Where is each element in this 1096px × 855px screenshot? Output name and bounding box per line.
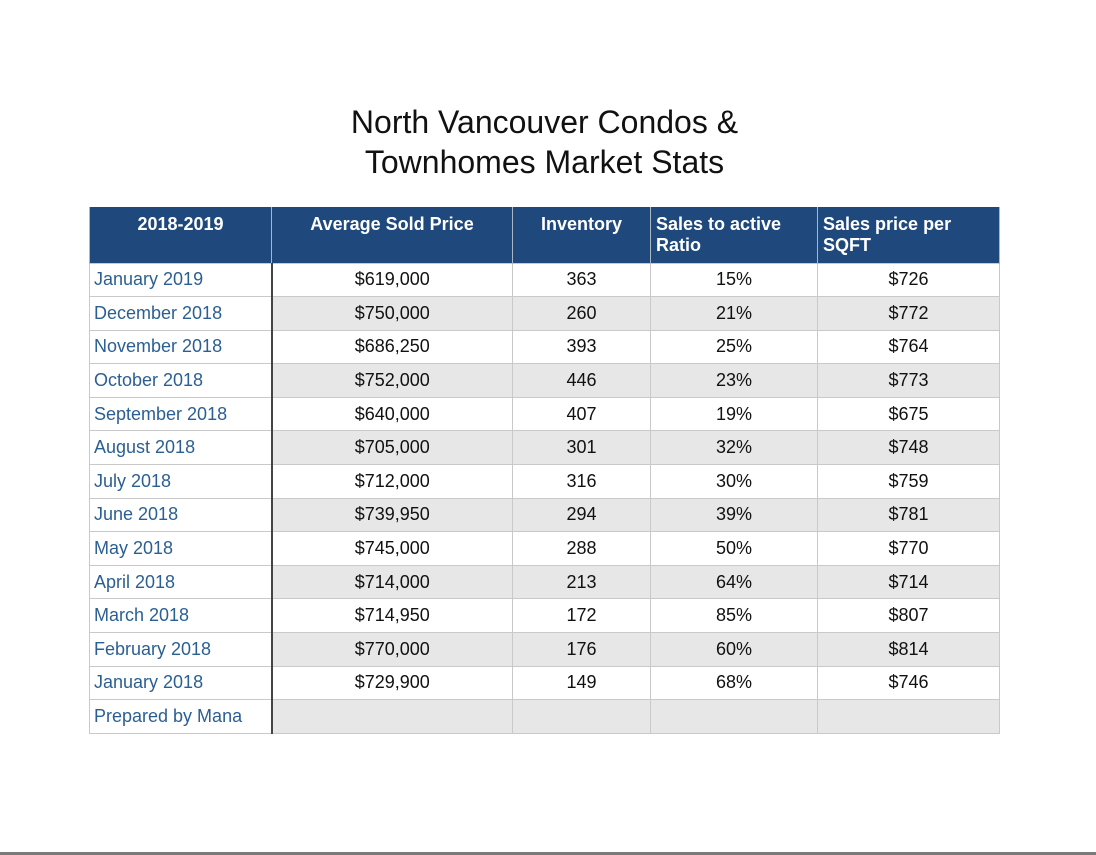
inventory-cell: 407 xyxy=(512,396,651,432)
inventory-cell: 172 xyxy=(512,598,651,634)
sales-to-active-ratio-cell: 23% xyxy=(650,363,818,398)
average-sold-price-cell: $752,000 xyxy=(271,363,513,398)
month-cell: October 2018 xyxy=(89,363,273,398)
average-sold-price-cell: $712,000 xyxy=(271,464,513,499)
month-cell: November 2018 xyxy=(89,329,273,365)
sales-to-active-ratio-cell: 64% xyxy=(650,564,818,600)
price-per-sqft-cell: $746 xyxy=(817,665,1000,701)
price-per-sqft-cell xyxy=(817,699,1000,734)
sales-to-active-ratio-cell: 30% xyxy=(650,464,818,499)
average-sold-price-cell: $770,000 xyxy=(271,632,513,667)
month-cell: Prepared by Mana xyxy=(89,699,273,734)
inventory-cell xyxy=(512,699,651,734)
month-cell: April 2018 xyxy=(89,564,273,600)
sales-to-active-ratio-cell: 85% xyxy=(650,598,818,634)
price-per-sqft-cell: $726 xyxy=(817,262,1000,298)
table-row: November 2018 $686,250 393 25% $764 xyxy=(89,329,1000,365)
average-sold-price-cell: $745,000 xyxy=(271,531,513,566)
inventory-cell: 176 xyxy=(512,632,651,667)
header-sales-price-per-sqft: Sales price per SQFT xyxy=(817,207,1000,263)
price-per-sqft-cell: $764 xyxy=(817,329,1000,365)
table-row: Prepared by Mana xyxy=(89,699,1000,734)
average-sold-price-cell: $686,250 xyxy=(271,329,513,365)
sales-to-active-ratio-cell: 60% xyxy=(650,632,818,667)
month-cell: June 2018 xyxy=(89,497,273,533)
sales-to-active-ratio-cell: 39% xyxy=(650,497,818,533)
month-cell: July 2018 xyxy=(89,464,273,499)
market-stats-table-container: 2018-2019 Average Sold Price Inventory S… xyxy=(89,207,1000,734)
table-row: December 2018 $750,000 260 21% $772 xyxy=(89,296,1000,331)
sales-to-active-ratio-cell: 19% xyxy=(650,396,818,432)
table-row: September 2018 $640,000 407 19% $675 xyxy=(89,396,1000,432)
sales-to-active-ratio-cell: 50% xyxy=(650,531,818,566)
sales-to-active-ratio-cell: 21% xyxy=(650,296,818,331)
table-row: July 2018 $712,000 316 30% $759 xyxy=(89,464,1000,499)
inventory-cell: 260 xyxy=(512,296,651,331)
header-inventory: Inventory xyxy=(512,207,651,263)
price-per-sqft-cell: $675 xyxy=(817,396,1000,432)
sales-to-active-ratio-cell: 25% xyxy=(650,329,818,365)
inventory-cell: 363 xyxy=(512,262,651,298)
month-cell: December 2018 xyxy=(89,296,273,331)
price-per-sqft-cell: $772 xyxy=(817,296,1000,331)
sales-to-active-ratio-cell: 68% xyxy=(650,665,818,701)
price-per-sqft-cell: $773 xyxy=(817,363,1000,398)
average-sold-price-cell: $619,000 xyxy=(271,262,513,298)
sales-to-active-ratio-cell: 15% xyxy=(650,262,818,298)
average-sold-price-cell: $705,000 xyxy=(271,430,513,466)
header-average-sold-price: Average Sold Price xyxy=(271,207,513,263)
month-cell: August 2018 xyxy=(89,430,273,466)
table-row: April 2018 $714,000 213 64% $714 xyxy=(89,564,1000,600)
month-cell: March 2018 xyxy=(89,598,273,634)
average-sold-price-cell: $739,950 xyxy=(271,497,513,533)
bottom-divider xyxy=(0,852,1096,855)
price-per-sqft-cell: $714 xyxy=(817,564,1000,600)
inventory-cell: 149 xyxy=(512,665,651,701)
month-cell: January 2018 xyxy=(89,665,273,701)
inventory-cell: 213 xyxy=(512,564,651,600)
table-row: June 2018 $739,950 294 39% $781 xyxy=(89,497,1000,533)
average-sold-price-cell xyxy=(271,699,513,734)
month-cell: May 2018 xyxy=(89,531,273,566)
market-stats-table: 2018-2019 Average Sold Price Inventory S… xyxy=(89,207,1000,734)
header-period: 2018-2019 xyxy=(89,207,272,263)
average-sold-price-cell: $640,000 xyxy=(271,396,513,432)
month-cell: February 2018 xyxy=(89,632,273,667)
table-row: March 2018 $714,950 172 85% $807 xyxy=(89,598,1000,634)
title-line-1: North Vancouver Condos & xyxy=(350,104,739,140)
inventory-cell: 446 xyxy=(512,363,651,398)
average-sold-price-cell: $714,000 xyxy=(271,564,513,600)
month-cell: September 2018 xyxy=(89,396,273,432)
average-sold-price-cell: $714,950 xyxy=(271,598,513,634)
price-per-sqft-cell: $807 xyxy=(817,598,1000,634)
title-line-2: Townhomes Market Stats xyxy=(364,144,725,180)
table-row: February 2018 $770,000 176 60% $814 xyxy=(89,632,1000,667)
price-per-sqft-cell: $748 xyxy=(817,430,1000,466)
inventory-cell: 393 xyxy=(512,329,651,365)
price-per-sqft-cell: $781 xyxy=(817,497,1000,533)
table-row: January 2018 $729,900 149 68% $746 xyxy=(89,665,1000,701)
inventory-cell: 294 xyxy=(512,497,651,533)
header-row: 2018-2019 Average Sold Price Inventory S… xyxy=(89,207,1000,263)
month-cell: January 2019 xyxy=(89,262,273,298)
price-per-sqft-cell: $759 xyxy=(817,464,1000,499)
average-sold-price-cell: $750,000 xyxy=(271,296,513,331)
table-row: May 2018 $745,000 288 50% $770 xyxy=(89,531,1000,566)
inventory-cell: 316 xyxy=(512,464,651,499)
table-body: January 2019 $619,000 363 15% $726 December 2… xyxy=(89,262,1000,734)
price-per-sqft-cell: $814 xyxy=(817,632,1000,667)
average-sold-price-cell: $729,900 xyxy=(271,665,513,701)
inventory-cell: 301 xyxy=(512,430,651,466)
table-row: January 2019 $619,000 363 15% $726 xyxy=(89,262,1000,298)
sales-to-active-ratio-cell: 32% xyxy=(650,430,818,466)
table-row: August 2018 $705,000 301 32% $748 xyxy=(89,430,1000,466)
table-row: October 2018 $752,000 446 23% $773 xyxy=(89,363,1000,398)
price-per-sqft-cell: $770 xyxy=(817,531,1000,566)
sales-to-active-ratio-cell xyxy=(650,699,818,734)
table-header: 2018-2019 Average Sold Price Inventory S… xyxy=(89,207,1000,263)
header-sales-to-active-ratio: Sales to active Ratio xyxy=(650,207,818,263)
inventory-cell: 288 xyxy=(512,531,651,566)
page-title: North Vancouver Condos & Townhomes Marke… xyxy=(0,102,1089,182)
